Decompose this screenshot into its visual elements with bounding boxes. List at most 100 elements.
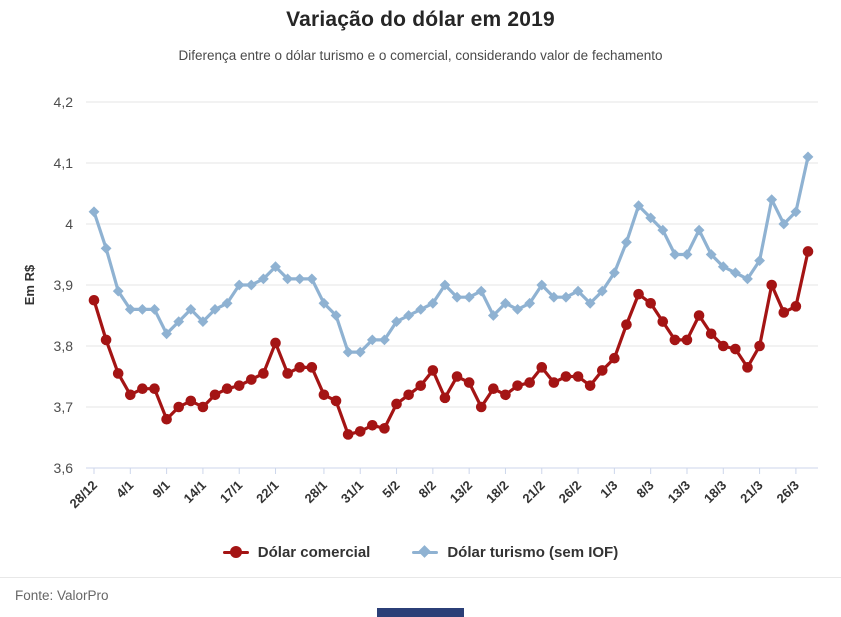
- data-point-marker[interactable]: [596, 285, 608, 297]
- data-point-marker[interactable]: [487, 310, 499, 321]
- data-point-marker[interactable]: [439, 392, 451, 404]
- data-point-marker[interactable]: [137, 383, 148, 395]
- data-point-marker[interactable]: [330, 395, 342, 407]
- data-point-marker[interactable]: [705, 249, 717, 260]
- data-point-marker[interactable]: [294, 273, 306, 285]
- data-point-marker[interactable]: [185, 304, 197, 315]
- data-point-marker[interactable]: [233, 380, 245, 391]
- data-point-marker[interactable]: [366, 334, 378, 346]
- data-point-marker[interactable]: [391, 398, 402, 410]
- data-point-marker[interactable]: [657, 224, 669, 236]
- data-point-marker[interactable]: [246, 374, 257, 385]
- data-point-marker[interactable]: [596, 365, 608, 376]
- data-point-marker[interactable]: [403, 389, 414, 401]
- data-point-marker[interactable]: [536, 362, 548, 373]
- data-point-marker[interactable]: [608, 267, 620, 279]
- data-point-marker[interactable]: [88, 206, 100, 218]
- data-point-marker[interactable]: [149, 304, 160, 315]
- data-point-marker[interactable]: [536, 279, 548, 291]
- data-point-marker[interactable]: [500, 389, 511, 401]
- data-point-marker[interactable]: [391, 316, 402, 327]
- data-point-marker[interactable]: [766, 279, 777, 291]
- data-point-marker[interactable]: [209, 389, 221, 401]
- data-point-marker[interactable]: [318, 297, 330, 309]
- data-point-marker[interactable]: [197, 316, 209, 327]
- data-point-marker[interactable]: [100, 243, 112, 254]
- data-point-marker[interactable]: [705, 328, 717, 340]
- data-point-marker[interactable]: [270, 337, 281, 349]
- data-point-marker[interactable]: [379, 423, 390, 434]
- data-point-marker[interactable]: [584, 297, 596, 309]
- data-point-marker[interactable]: [306, 273, 318, 285]
- data-point-marker[interactable]: [560, 291, 572, 303]
- data-point-marker[interactable]: [451, 291, 463, 303]
- data-point-marker[interactable]: [524, 297, 536, 309]
- data-point-marker[interactable]: [258, 368, 269, 379]
- data-point-marker[interactable]: [173, 316, 185, 327]
- legend-item-dolar-comercial[interactable]: Dólar comercial: [222, 544, 370, 561]
- data-point-marker[interactable]: [729, 267, 741, 279]
- data-point-marker[interactable]: [475, 401, 487, 413]
- data-point-marker[interactable]: [161, 328, 173, 340]
- data-point-marker[interactable]: [633, 200, 644, 212]
- data-point-marker[interactable]: [197, 401, 209, 413]
- data-point-marker[interactable]: [621, 319, 632, 330]
- data-point-marker[interactable]: [379, 334, 390, 346]
- data-point-marker[interactable]: [548, 291, 560, 303]
- data-point-marker[interactable]: [730, 343, 741, 355]
- data-point-marker[interactable]: [693, 310, 705, 321]
- data-point-marker[interactable]: [778, 307, 790, 318]
- data-point-marker[interactable]: [451, 371, 463, 382]
- legend-item-dolar-turismo[interactable]: Dólar turismo (sem IOF): [412, 544, 618, 561]
- data-point-marker[interactable]: [621, 236, 632, 248]
- data-point-marker[interactable]: [681, 249, 693, 260]
- data-point-marker[interactable]: [802, 246, 814, 257]
- data-point-marker[interactable]: [112, 285, 124, 297]
- data-point-marker[interactable]: [125, 389, 136, 401]
- data-point-marker[interactable]: [572, 371, 584, 382]
- data-point-marker[interactable]: [124, 304, 136, 315]
- data-point-marker[interactable]: [524, 377, 535, 388]
- data-point-marker[interactable]: [488, 383, 499, 395]
- data-point-marker[interactable]: [415, 304, 427, 315]
- data-point-marker[interactable]: [790, 206, 802, 218]
- data-point-marker[interactable]: [717, 261, 729, 273]
- data-point-marker[interactable]: [512, 304, 523, 315]
- line-chart[interactable]: 3,6 3,7 3,8 3,9 4 4,1 4,2 28/12 4/1 9/1 14/1 17/1 22…: [0, 0, 841, 532]
- data-point-marker[interactable]: [754, 340, 765, 352]
- data-point-marker[interactable]: [354, 346, 366, 358]
- data-point-marker[interactable]: [367, 420, 378, 431]
- data-point-marker[interactable]: [318, 389, 330, 401]
- data-point-marker[interactable]: [754, 255, 765, 266]
- data-point-marker[interactable]: [463, 377, 475, 388]
- data-point-marker[interactable]: [645, 298, 656, 309]
- data-point-marker[interactable]: [657, 316, 669, 327]
- data-point-marker[interactable]: [572, 285, 584, 297]
- data-point-marker[interactable]: [185, 395, 197, 407]
- data-point-marker[interactable]: [645, 212, 657, 224]
- data-point-marker[interactable]: [512, 380, 523, 391]
- data-point-marker[interactable]: [294, 362, 306, 373]
- data-point-marker[interactable]: [742, 273, 753, 285]
- data-point-marker[interactable]: [282, 368, 293, 379]
- data-point-marker[interactable]: [149, 383, 160, 395]
- data-point-marker[interactable]: [270, 261, 281, 273]
- data-point-marker[interactable]: [233, 279, 245, 291]
- data-point-marker[interactable]: [245, 279, 257, 291]
- data-point-marker[interactable]: [330, 310, 342, 321]
- data-point-marker[interactable]: [427, 365, 439, 376]
- data-point-marker[interactable]: [161, 413, 172, 425]
- data-point-marker[interactable]: [548, 377, 560, 388]
- data-point-marker[interactable]: [427, 297, 439, 309]
- data-point-marker[interactable]: [100, 334, 112, 346]
- data-point-marker[interactable]: [415, 380, 427, 391]
- data-point-marker[interactable]: [584, 380, 596, 391]
- data-point-marker[interactable]: [342, 429, 354, 440]
- data-point-marker[interactable]: [463, 291, 475, 303]
- data-point-marker[interactable]: [717, 340, 729, 352]
- data-point-marker[interactable]: [258, 273, 269, 285]
- data-point-marker[interactable]: [221, 383, 233, 395]
- data-point-marker[interactable]: [354, 426, 366, 437]
- data-point-marker[interactable]: [633, 288, 644, 300]
- data-point-marker[interactable]: [403, 310, 415, 321]
